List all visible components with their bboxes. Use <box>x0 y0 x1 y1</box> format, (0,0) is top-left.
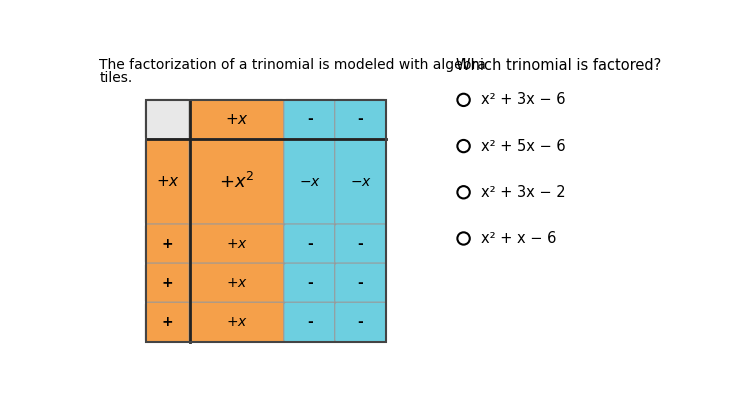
Text: -: - <box>307 237 312 251</box>
Text: +: + <box>162 237 174 251</box>
FancyBboxPatch shape <box>145 139 190 225</box>
Text: +: + <box>162 276 174 290</box>
Text: x² + x − 6: x² + x − 6 <box>481 231 556 246</box>
Text: +: + <box>162 315 174 329</box>
FancyBboxPatch shape <box>335 302 387 342</box>
Text: $-x$: $-x$ <box>299 175 320 188</box>
FancyBboxPatch shape <box>145 224 190 264</box>
FancyBboxPatch shape <box>335 224 387 264</box>
Text: x² + 3x − 2: x² + 3x − 2 <box>481 185 565 200</box>
Text: -: - <box>307 112 312 126</box>
Text: Which trinomial is factored?: Which trinomial is factored? <box>456 57 661 72</box>
Text: $+x$: $+x$ <box>226 315 248 329</box>
FancyBboxPatch shape <box>189 302 285 342</box>
Text: $+x$: $+x$ <box>226 276 248 290</box>
Bar <box>146 100 386 342</box>
FancyBboxPatch shape <box>335 139 387 225</box>
FancyBboxPatch shape <box>284 99 335 139</box>
Text: -: - <box>358 315 364 329</box>
Text: -: - <box>358 112 364 126</box>
Text: $+x^2$: $+x^2$ <box>219 171 255 192</box>
FancyBboxPatch shape <box>145 302 190 342</box>
Text: tiles.: tiles. <box>99 70 133 85</box>
FancyBboxPatch shape <box>189 139 285 225</box>
Text: -: - <box>358 237 364 251</box>
FancyBboxPatch shape <box>335 263 387 303</box>
FancyBboxPatch shape <box>335 99 387 139</box>
FancyBboxPatch shape <box>189 263 285 303</box>
FancyBboxPatch shape <box>145 263 190 303</box>
Text: -: - <box>307 315 312 329</box>
FancyBboxPatch shape <box>284 224 335 264</box>
FancyBboxPatch shape <box>189 99 285 139</box>
Text: x² + 5x − 6: x² + 5x − 6 <box>481 139 565 154</box>
FancyBboxPatch shape <box>284 302 335 342</box>
FancyBboxPatch shape <box>284 139 335 225</box>
Text: $-x$: $-x$ <box>349 175 372 188</box>
FancyBboxPatch shape <box>145 99 190 139</box>
Text: -: - <box>307 276 312 290</box>
Text: x² + 3x − 6: x² + 3x − 6 <box>481 92 565 107</box>
Text: -: - <box>358 276 364 290</box>
Text: $+x$: $+x$ <box>156 174 180 189</box>
Text: The factorization of a trinomial is modeled with algebra: The factorization of a trinomial is mode… <box>99 57 486 72</box>
FancyBboxPatch shape <box>189 224 285 264</box>
FancyBboxPatch shape <box>284 263 335 303</box>
Text: $+x$: $+x$ <box>226 237 248 251</box>
Text: $+x$: $+x$ <box>225 112 249 127</box>
